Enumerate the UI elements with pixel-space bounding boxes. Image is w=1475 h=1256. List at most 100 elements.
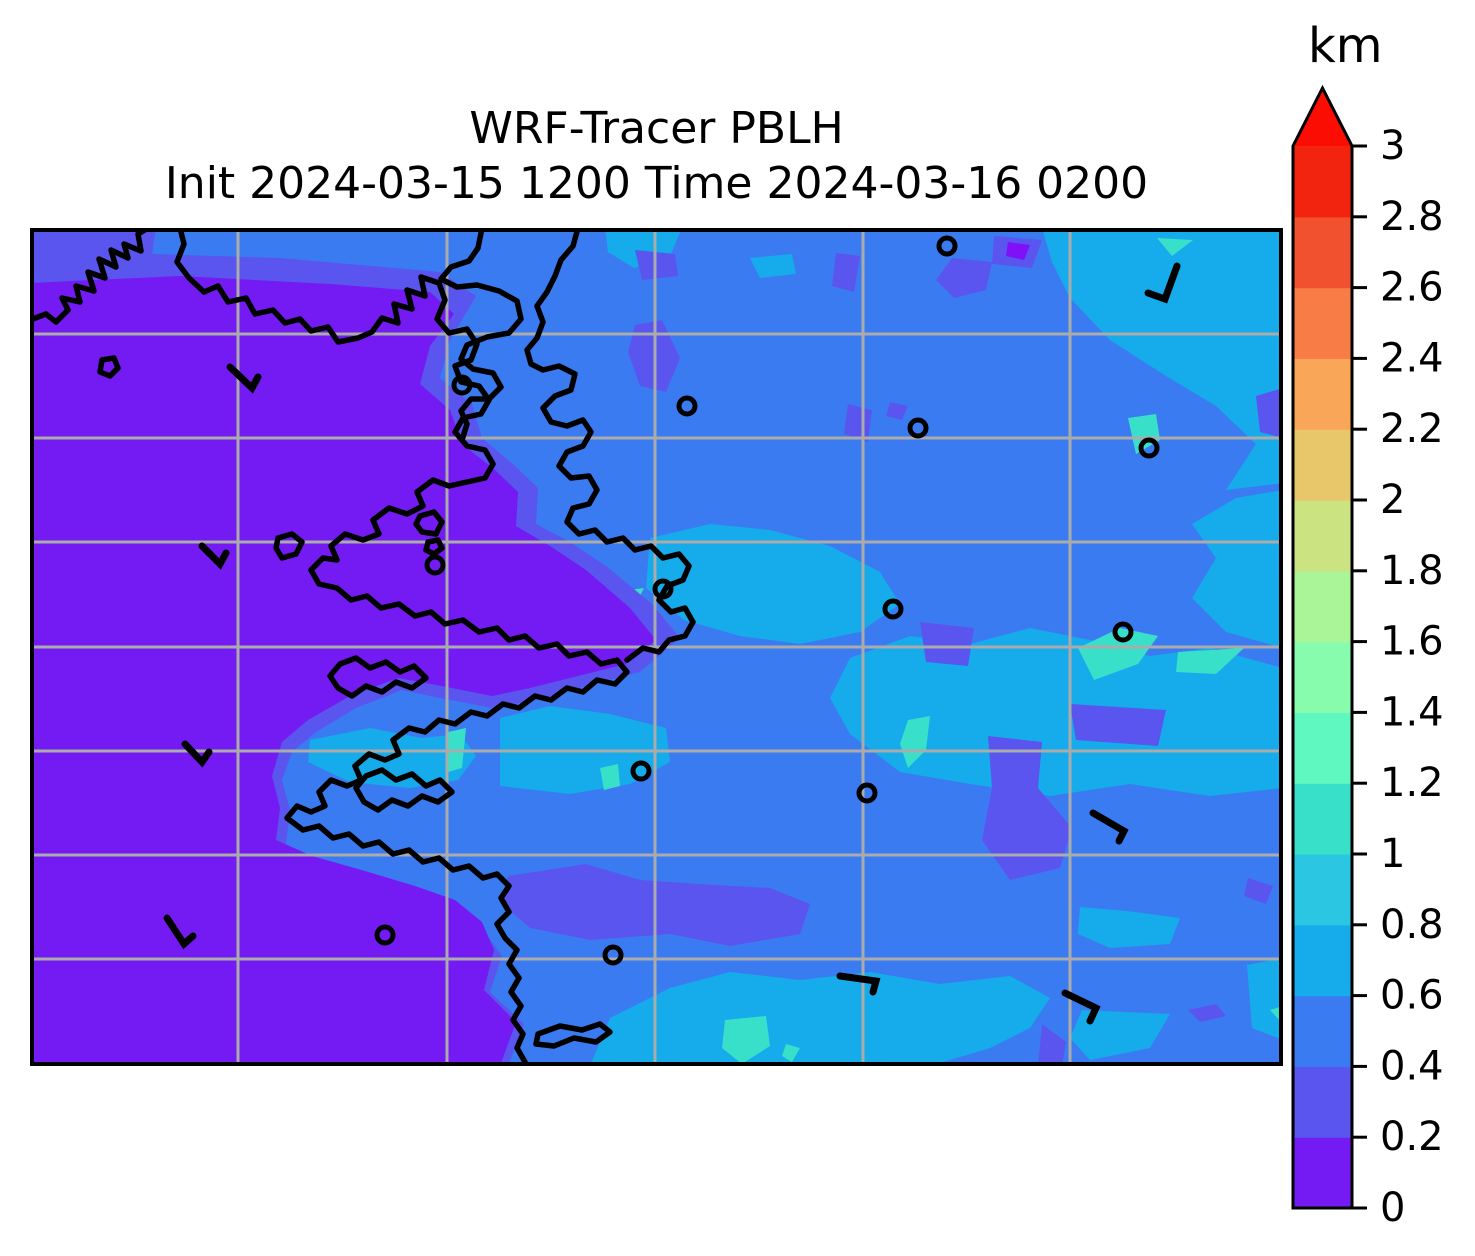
coastline-path — [438, 228, 524, 443]
station-marker — [374, 924, 396, 946]
fill-violet-5 — [920, 622, 974, 666]
coastline-path — [273, 531, 305, 561]
station-marker — [1138, 437, 1160, 459]
colorbar-tick-label: 1.4 — [1380, 689, 1444, 735]
figure-title: WRF-Tracer PBLH Init 2024-03-15 1200 Tim… — [30, 103, 1283, 213]
fill-purple-diamond — [1006, 242, 1030, 260]
colorbar-segment — [1293, 995, 1352, 1067]
station-marker — [1112, 621, 1134, 643]
fill-turquoise-1 — [1157, 238, 1193, 256]
fill-violet-6 — [1070, 704, 1166, 746]
colorbar-segment — [1293, 570, 1352, 643]
colorbar-tick-label: 1.8 — [1380, 548, 1444, 594]
colorbar-tick-label: 0.6 — [1380, 973, 1444, 1019]
colorbar-tick-label: 1 — [1380, 831, 1405, 877]
wind-barb — [163, 914, 197, 950]
colorbar-outline — [1291, 84, 1354, 1210]
colorbar-extend-triangle — [1293, 88, 1352, 146]
coastline-path — [353, 767, 455, 813]
plot-border — [30, 228, 1283, 1066]
colorbar-unit-label: km — [1308, 18, 1383, 74]
colorbar-tick-label: 0.4 — [1380, 1043, 1444, 1089]
fill-violet-3 — [844, 404, 872, 442]
fill-violet-9 — [1256, 388, 1283, 438]
fill-azure-bottom-right-2 — [1070, 1010, 1170, 1060]
wind-barb — [836, 972, 881, 996]
colorbar-tick-label: 2 — [1380, 477, 1405, 523]
fill-azure-bottom — [590, 972, 1050, 1066]
fill-turquoise-6 — [722, 1016, 770, 1064]
fill-turquoise-3 — [1078, 628, 1158, 680]
fill-azure-topright — [1042, 228, 1283, 490]
colorbar-segment — [1293, 712, 1352, 784]
colorbar-tick-label: 2.4 — [1380, 335, 1444, 381]
wind-barb — [226, 363, 262, 394]
fill-purple-land — [30, 276, 656, 1066]
wind-barb — [181, 740, 213, 768]
coastline-path — [174, 228, 630, 1066]
wind-barb — [1061, 989, 1101, 1025]
colorbar-segment — [1293, 358, 1352, 430]
colorbar-segment — [1293, 1066, 1352, 1138]
fill-violet-4 — [886, 402, 908, 420]
fill-turquoise-5 — [900, 716, 930, 768]
colorbar-segment — [1293, 783, 1352, 855]
colorbar-segment — [1293, 1137, 1352, 1209]
fill-azure-center — [646, 524, 900, 644]
station-marker — [907, 417, 929, 439]
fill-violet-14 — [832, 253, 860, 292]
fill-azure-bottom-right-1 — [1078, 907, 1180, 948]
colorbar-segment — [1293, 924, 1352, 997]
station-marker — [630, 760, 652, 782]
colorbar-segment — [1293, 287, 1352, 359]
coastline-path — [533, 1021, 613, 1049]
colorbar-segment — [1293, 216, 1352, 289]
coastline-path — [413, 509, 445, 537]
fill-azure-small-1 — [750, 254, 796, 278]
colorbar-tick-label: 3 — [1380, 123, 1405, 169]
fill-turquoise-2 — [1128, 414, 1160, 454]
fill-turquoise-9 — [782, 1044, 800, 1062]
station-marker — [602, 944, 624, 966]
station-marker — [856, 782, 878, 804]
fill-violet-1 — [936, 258, 992, 298]
colorbar-tick-label: 2.8 — [1380, 194, 1444, 240]
station-marker — [882, 598, 904, 620]
fill-azure-center-right — [830, 628, 1283, 796]
colorbar-svg: 0 0.2 0.4 0.6 0.8 1 1.2 1.4 1.6 1.8 2 2.2 2.4 2.6 2.8 3 — [1291, 84, 1444, 1224]
fill-turquoise-4 — [1176, 648, 1244, 674]
coastline-path — [423, 537, 445, 557]
station-marker — [652, 578, 674, 600]
colorbar-segment — [1293, 429, 1352, 501]
colorbar-tick-label: 0.2 — [1380, 1114, 1444, 1160]
colorbar-segment — [1293, 146, 1352, 218]
wind-barb — [198, 542, 230, 570]
colorbar-segment — [1293, 500, 1352, 572]
station-marker — [424, 554, 446, 576]
colorbar-tick-label: 1.6 — [1380, 619, 1444, 665]
coastline-path — [524, 228, 696, 663]
colorbar-segment — [1293, 854, 1352, 926]
fill-violet-12 — [1038, 1024, 1066, 1066]
fill-turquoise-11 — [600, 764, 620, 790]
colorbar: 0 0.2 0.4 0.6 0.8 1 1.2 1.4 1.6 1.8 2 2.2 2.4 2.6 2.8 3 — [1288, 84, 1475, 1224]
station-marker — [451, 374, 473, 396]
colorbar-tick-label: 0 — [1380, 1185, 1405, 1224]
station-marker — [936, 235, 958, 257]
fill-azure-right-edge — [1192, 490, 1283, 648]
wind-barb — [1089, 809, 1129, 845]
fill-violet-10 — [1244, 878, 1273, 904]
wind-barb — [1144, 262, 1181, 304]
map-plot — [30, 228, 1283, 1066]
map-plot-svg — [30, 228, 1283, 1066]
fill-violet-11 — [1188, 1004, 1226, 1022]
title-line1: WRF-Tracer PBLH — [469, 103, 844, 154]
colorbar-tick-label: 2.6 — [1380, 265, 1444, 311]
colorbar-tick-label: 0.8 — [1380, 902, 1444, 948]
coastline-path — [30, 228, 151, 325]
colorbar-tick-label: 1.2 — [1380, 760, 1444, 806]
fill-violet-7 — [982, 736, 1072, 880]
coastline-path — [97, 355, 121, 379]
title-line2: Init 2024-03-15 1200 Time 2024-03-16 020… — [164, 158, 1149, 209]
coastline-path — [327, 655, 429, 699]
